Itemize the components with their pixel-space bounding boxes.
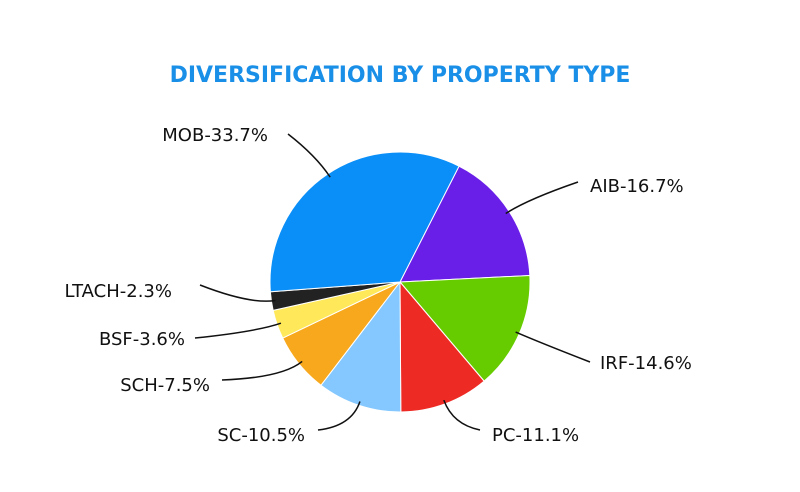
slice-label: IRF-14.6% (600, 353, 692, 374)
slice-label: SC-10.5% (217, 425, 305, 446)
slice-label: PC-11.1% (492, 425, 579, 446)
slice-label: AIB-16.7% (590, 176, 684, 197)
leader-line (443, 399, 481, 431)
slice-label: SCH-7.5% (120, 375, 210, 396)
leader-line (194, 322, 282, 339)
leader-line (221, 360, 303, 381)
leader-line (199, 284, 276, 302)
chart-title: DIVERSIFICATION BY PROPERTY TYPE (170, 63, 631, 88)
leader-line (317, 401, 361, 431)
slice-label: BSF-3.6% (99, 329, 185, 350)
leader-line (515, 331, 591, 363)
slice-label: MOB-33.7% (162, 125, 268, 146)
slice-label: LTACH-2.3% (65, 281, 172, 302)
leader-line (505, 181, 579, 215)
leader-line (287, 133, 331, 178)
